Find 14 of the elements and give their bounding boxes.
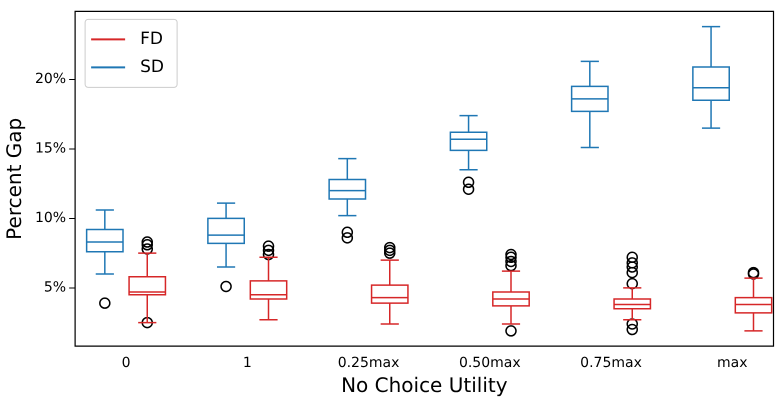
legend-label: SD bbox=[140, 56, 164, 77]
x-tick-label: 0.25max bbox=[338, 355, 400, 372]
legend-label: FD bbox=[140, 28, 163, 49]
x-tick-label: 0.50max bbox=[458, 355, 521, 372]
y-tick-label: 5% bbox=[44, 279, 66, 296]
x-tick-label: 0 bbox=[122, 355, 130, 372]
y-tick-label: 20% bbox=[34, 71, 66, 88]
y-tick-label: 10% bbox=[34, 210, 66, 226]
y-axis-title: Percent Gap bbox=[2, 118, 26, 240]
x-axis-title: No Choice Utility bbox=[341, 373, 508, 398]
x-tick-label: max bbox=[717, 355, 748, 372]
x-tick-label: 1 bbox=[242, 355, 252, 372]
y-tick-label: 15% bbox=[34, 140, 66, 157]
x-tick-label: 0.75max bbox=[580, 355, 642, 372]
